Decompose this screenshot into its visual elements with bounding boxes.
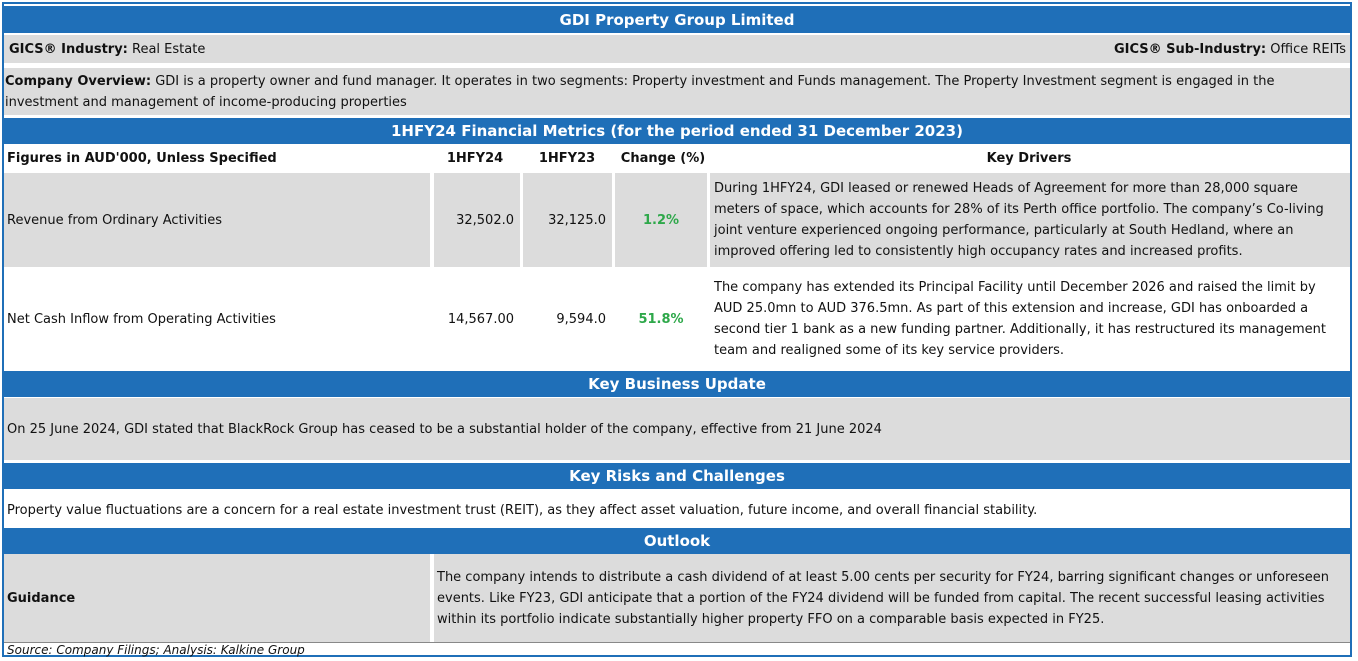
sub-industry-field: GICS® Sub-Industry: Office REITs	[1114, 35, 1346, 63]
sub-industry-label: GICS® Sub-Industry:	[1113, 41, 1267, 57]
metric-driver: During 1HFY24, GDI leased or renewed Hea…	[710, 173, 1350, 267]
metric-driver-text: During 1HFY24, GDI leased or renewed Hea…	[714, 181, 1324, 259]
metric-change: 51.8%	[638, 311, 684, 327]
risks-bar: Key Risks and Challenges	[4, 463, 1350, 489]
header-change: Change (%)	[620, 150, 706, 166]
overview-text: GDI is a property owner and fund manager…	[5, 74, 1275, 110]
header-key-drivers: Key Drivers	[986, 150, 1072, 166]
outlook-title: Outlook	[643, 532, 711, 550]
metric-1hfy24: 14,567.00	[447, 311, 514, 327]
source-text: Source: Company Filings; Analysis: Kalki…	[7, 643, 305, 657]
overview-label: Company Overview:	[5, 74, 152, 89]
metric-change: 1.2%	[615, 173, 707, 267]
metric-name: Revenue from Ordinary Activities	[4, 173, 430, 267]
metric-1hfy24: 32,502.0	[434, 173, 520, 267]
metric-1hfy23: 32,125.0	[523, 173, 612, 267]
metric-driver: The company has extended its Principal F…	[710, 270, 1350, 368]
business-update-title: Key Business Update	[588, 375, 766, 393]
industry-value: Real Estate	[132, 41, 206, 57]
business-update-bar: Key Business Update	[4, 371, 1350, 397]
header-1hfy24: 1HFY24	[446, 150, 504, 166]
sub-industry-value: Office REITs	[1270, 41, 1346, 57]
source-note: Source: Company Filings; Analysis: Kalki…	[4, 642, 1350, 657]
guidance-cell: The company intends to distribute a cash…	[434, 554, 1350, 642]
metric-driver-text: The company has extended its Principal F…	[714, 280, 1326, 358]
header-1hfy23: 1HFY23	[538, 150, 596, 166]
risks-title: Key Risks and Challenges	[569, 467, 785, 485]
metrics-title-bar: 1HFY24 Financial Metrics (for the period…	[4, 118, 1350, 144]
company-overview: Company Overview: GDI is a property owne…	[4, 68, 1350, 115]
header-figures: Figures in AUD'000, Unless Specified	[7, 150, 277, 166]
risks-section: Property value fluctuations are a concer…	[4, 492, 1350, 528]
table-row: Net Cash Inflow from Operating Activitie…	[4, 270, 1350, 368]
guidance-label: Guidance	[4, 554, 430, 642]
company-title: GDI Property Group Limited	[559, 10, 795, 29]
guidance-text: The company intends to distribute a cash…	[437, 569, 1330, 627]
metrics-header-row: Figures in AUD'000, Unless Specified 1HF…	[4, 145, 1350, 171]
metric-name: Net Cash Inflow from Operating Activitie…	[7, 311, 276, 327]
outlook-bar: Outlook	[4, 528, 1350, 554]
table-row: Revenue from Ordinary Activities 32,502.…	[4, 173, 1350, 267]
business-update-text: On 25 June 2024, GDI stated that BlackRo…	[7, 421, 882, 437]
risks-text: Property value fluctuations are a concer…	[7, 502, 1038, 518]
industry-row: GICS® Industry: Real Estate GICS® Sub-In…	[4, 35, 1350, 63]
industry-label: GICS® Industry:	[9, 41, 128, 57]
business-update-section: On 25 June 2024, GDI stated that BlackRo…	[4, 398, 1350, 460]
metric-1hfy23: 9,594.0	[556, 311, 606, 327]
industry-field: GICS® Industry: Real Estate	[9, 35, 205, 63]
metrics-title: 1HFY24 Financial Metrics (for the period…	[391, 122, 963, 140]
company-title-bar: GDI Property Group Limited	[4, 6, 1350, 33]
outlook-section: Guidance The company intends to distribu…	[4, 554, 1350, 642]
